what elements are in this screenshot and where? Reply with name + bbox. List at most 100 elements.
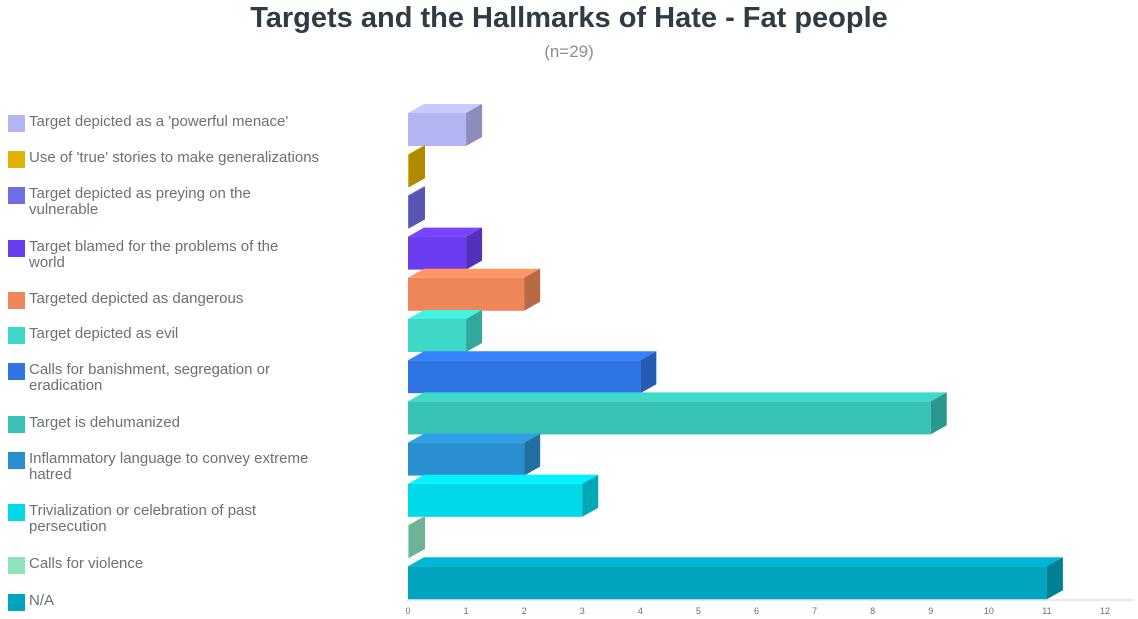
legend-label: Inflammatory language to convey extreme h… xyxy=(29,450,309,483)
x-tick-label: 4 xyxy=(638,606,643,616)
bar-top xyxy=(408,310,483,319)
legend: Target depicted as a 'powerful menace' Us… xyxy=(0,0,380,619)
legend-swatch xyxy=(8,594,25,611)
legend-label: Trivialization or celebration of past per… xyxy=(29,502,257,535)
bar-side xyxy=(466,227,483,270)
bar-front xyxy=(408,442,525,476)
x-tick-label: 6 xyxy=(754,606,759,616)
legend-item: Trivialization or celebration of past per… xyxy=(8,503,368,535)
x-tick-label: 11 xyxy=(1042,606,1051,616)
legend-swatch xyxy=(8,240,25,257)
legend-swatch xyxy=(8,363,25,380)
legend-swatch xyxy=(8,504,25,521)
legend-item: Targeted depicted as dangerous xyxy=(8,291,368,309)
bar-side xyxy=(582,474,599,517)
x-tick-label: 12 xyxy=(1100,606,1110,616)
bar xyxy=(408,227,483,270)
legend-label: Calls for banishment, segregation or erad… xyxy=(29,361,270,394)
x-tick-label: 2 xyxy=(522,606,527,616)
bar xyxy=(408,516,425,558)
legend-swatch xyxy=(8,115,25,132)
legend-item: Inflammatory language to convey extreme h… xyxy=(8,451,368,483)
legend-swatch xyxy=(8,452,25,469)
legend-item: Calls for violence xyxy=(8,556,368,574)
bar-side xyxy=(524,268,541,311)
bar-top xyxy=(408,186,425,196)
bar-front xyxy=(408,319,467,352)
x-tick-label: 5 xyxy=(696,606,701,616)
x-tick-label: 3 xyxy=(580,606,585,616)
bar-top xyxy=(408,351,657,361)
bar-front xyxy=(408,113,467,146)
bar xyxy=(408,557,1063,600)
bar-top xyxy=(408,474,599,484)
legend-swatch xyxy=(8,292,25,309)
bar-side xyxy=(409,186,425,229)
bar-front xyxy=(408,566,1047,600)
x-tick-label: 0 xyxy=(405,606,410,616)
legend-label: Target blamed for the problems of the wor… xyxy=(29,238,279,271)
bar-top xyxy=(408,392,947,402)
bar xyxy=(408,104,483,146)
bar-side xyxy=(409,516,425,558)
bar-front xyxy=(408,277,525,311)
legend-item: Calls for banishment, segregation or erad… xyxy=(8,362,368,394)
bar-top xyxy=(408,516,425,525)
bar xyxy=(408,433,541,476)
legend-label: Target depicted as preying on the vulnera… xyxy=(29,185,251,218)
bar xyxy=(408,392,947,435)
bar-front xyxy=(408,483,583,517)
legend-item: Target depicted as preying on the vulnera… xyxy=(8,186,368,218)
legend-label: Target depicted as evil xyxy=(29,325,179,342)
x-tick-label: 9 xyxy=(928,606,933,616)
bar-side xyxy=(1046,557,1063,600)
bar-front xyxy=(408,525,409,558)
bar-front xyxy=(408,195,409,229)
bar xyxy=(408,310,483,352)
legend-swatch xyxy=(8,557,25,574)
bar xyxy=(408,351,657,394)
bar xyxy=(408,268,541,311)
bar-top xyxy=(408,268,541,278)
legend-label: Calls for violence xyxy=(29,555,144,572)
bar-front xyxy=(408,360,641,394)
legend-swatch xyxy=(8,151,25,168)
legend-label: Targeted depicted as dangerous xyxy=(29,290,244,307)
legend-label: Target is dehumanized xyxy=(29,414,180,431)
bar xyxy=(408,474,599,517)
chart-subtitle: (n=29) xyxy=(544,42,594,61)
bar-side xyxy=(930,392,947,435)
legend-swatch xyxy=(8,327,25,344)
legend-swatch xyxy=(8,187,25,204)
legend-label: N/A xyxy=(29,592,55,609)
legend-item: Target depicted as evil xyxy=(8,326,368,344)
bar-front xyxy=(408,401,931,435)
bar-side xyxy=(524,433,541,476)
x-tick-label: 7 xyxy=(812,606,817,616)
bar-top xyxy=(408,433,541,443)
bar xyxy=(408,145,425,188)
bar-top xyxy=(408,227,483,237)
legend-item: N/A xyxy=(8,593,368,611)
legend-swatch xyxy=(8,416,25,433)
legend-item: Target depicted as a 'powerful menace' xyxy=(8,114,368,132)
bar-side xyxy=(466,310,483,352)
bar-side xyxy=(409,145,425,188)
legend-item: Use of 'true' stories to make generaliza… xyxy=(8,150,368,168)
x-tick-label: 1 xyxy=(464,606,469,616)
bar-side xyxy=(640,351,657,394)
bar-top xyxy=(408,104,483,113)
bar-top xyxy=(408,145,425,155)
legend-item: Target is dehumanized xyxy=(8,415,368,433)
bar-top xyxy=(408,557,1063,567)
x-tick-label: 10 xyxy=(984,606,994,616)
legend-item: Target blamed for the problems of the wor… xyxy=(8,239,368,271)
x-tick-label: 8 xyxy=(870,606,875,616)
bar-front xyxy=(408,154,409,188)
legend-label: Target depicted as a 'powerful menace' xyxy=(29,113,289,130)
legend-label: Use of 'true' stories to make generaliza… xyxy=(29,149,320,166)
bar-front xyxy=(408,236,467,270)
bar xyxy=(408,186,425,229)
bar-side xyxy=(466,104,483,146)
